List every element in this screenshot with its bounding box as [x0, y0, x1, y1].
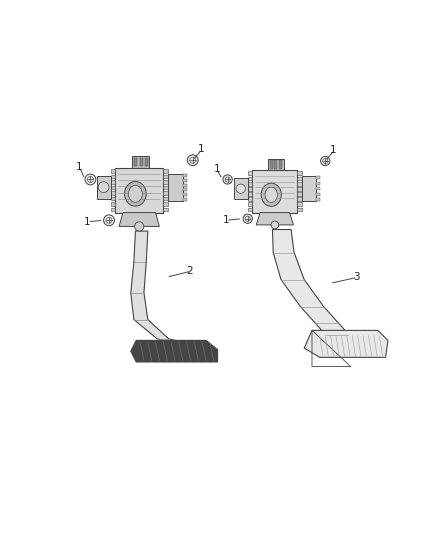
Bar [248, 197, 252, 201]
Polygon shape [256, 213, 293, 225]
Bar [110, 185, 115, 189]
Bar [297, 172, 302, 175]
Bar [145, 158, 148, 166]
Circle shape [103, 215, 114, 225]
Polygon shape [272, 230, 353, 341]
Text: 1: 1 [330, 145, 336, 155]
Circle shape [236, 184, 245, 193]
Bar [163, 185, 168, 189]
Bar [279, 160, 282, 168]
Bar [184, 179, 187, 182]
Bar [110, 197, 115, 200]
Bar [248, 176, 252, 180]
Bar [297, 176, 302, 180]
Bar [184, 193, 187, 196]
Bar [184, 183, 187, 187]
Bar [274, 160, 277, 168]
Circle shape [85, 174, 96, 185]
Text: 1: 1 [223, 215, 230, 225]
Bar [316, 192, 320, 196]
Circle shape [243, 214, 252, 223]
Bar [316, 176, 320, 180]
Bar [110, 180, 115, 184]
Bar [316, 182, 320, 185]
Circle shape [98, 182, 109, 192]
Bar [97, 175, 110, 199]
Bar [163, 169, 168, 173]
Bar [110, 191, 115, 195]
Polygon shape [119, 213, 159, 227]
Bar [110, 207, 115, 212]
Polygon shape [304, 330, 388, 357]
Circle shape [271, 221, 279, 229]
Bar [302, 176, 316, 201]
Text: 1: 1 [76, 162, 83, 172]
Bar [297, 203, 302, 206]
Circle shape [187, 155, 198, 166]
Bar [163, 207, 168, 212]
Bar [168, 174, 184, 201]
Bar [270, 160, 273, 168]
Bar [248, 203, 252, 206]
Bar [248, 192, 252, 196]
Bar [297, 182, 302, 185]
Ellipse shape [261, 183, 281, 206]
Bar [297, 197, 302, 201]
Bar [297, 187, 302, 191]
Bar [163, 202, 168, 206]
Bar [248, 172, 252, 175]
Circle shape [223, 175, 232, 184]
Text: 2: 2 [187, 266, 193, 276]
Text: 1: 1 [198, 144, 204, 155]
Bar [110, 175, 115, 179]
Bar [110, 169, 115, 173]
Bar [268, 159, 284, 170]
Bar [252, 170, 297, 213]
Text: 3: 3 [353, 272, 360, 282]
Ellipse shape [265, 187, 277, 203]
Bar [140, 158, 143, 166]
Bar [163, 197, 168, 200]
Ellipse shape [128, 185, 142, 203]
Bar [163, 175, 168, 179]
Polygon shape [131, 231, 194, 345]
Bar [132, 156, 149, 168]
Bar [248, 182, 252, 185]
Bar [234, 178, 248, 199]
Text: 1: 1 [213, 164, 220, 174]
Bar [316, 198, 320, 201]
Text: 1: 1 [84, 217, 91, 227]
Bar [134, 158, 138, 166]
Bar [297, 207, 302, 212]
Circle shape [321, 156, 330, 166]
Bar [163, 180, 168, 184]
Polygon shape [131, 341, 218, 362]
Bar [316, 187, 320, 190]
Bar [115, 168, 163, 213]
Bar [184, 198, 187, 201]
Circle shape [134, 222, 144, 231]
Ellipse shape [124, 182, 146, 206]
Bar [110, 202, 115, 206]
Bar [184, 188, 187, 191]
Bar [184, 174, 187, 177]
Bar [248, 207, 252, 212]
Bar [248, 187, 252, 191]
Bar [163, 191, 168, 195]
Bar [297, 192, 302, 196]
